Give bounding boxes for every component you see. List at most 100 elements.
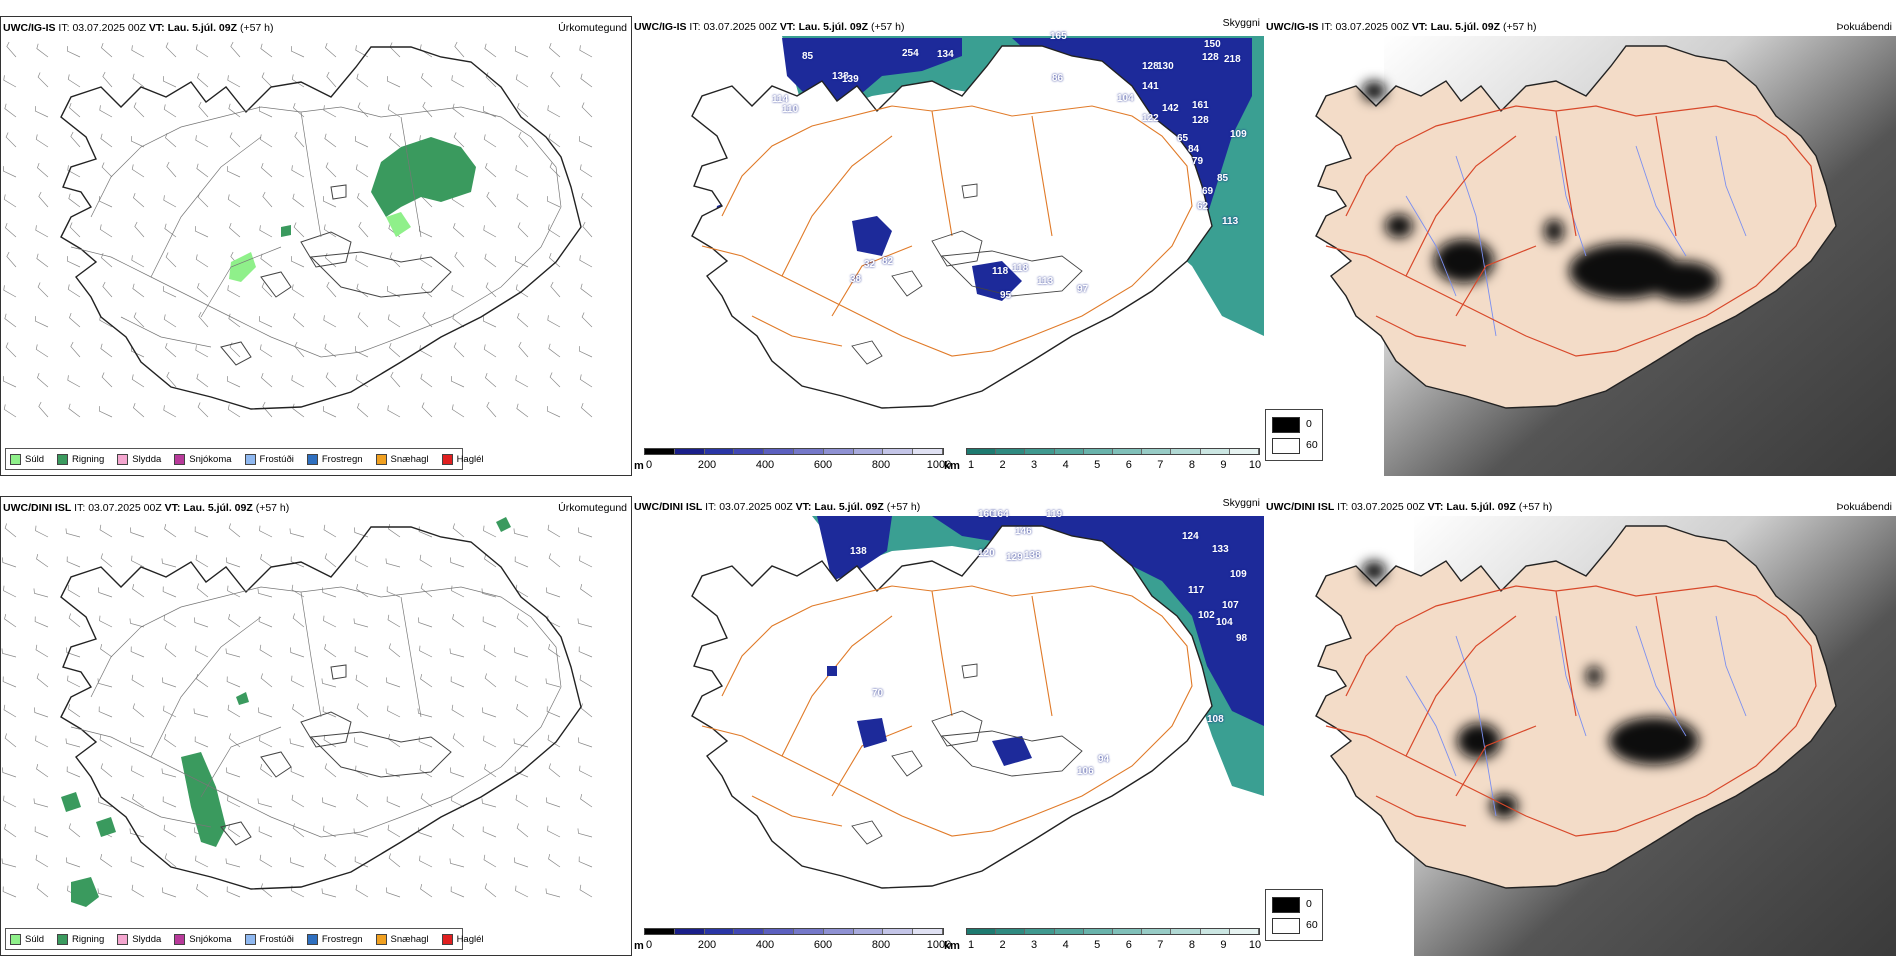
wind-barb [577,828,593,838]
wind-barb [326,281,337,298]
legend-label: Frostregn [321,933,363,945]
wind-barb [451,404,465,418]
wind-barb [129,828,145,838]
colorbar-segment [853,929,884,934]
wind-barb [65,738,81,748]
rain-area [181,752,226,847]
wind-barb [546,587,561,598]
wind-barb [227,194,241,208]
wind-barb [5,222,17,238]
wind-barb [579,765,593,778]
wind-barb [101,372,113,388]
wind-barb [66,647,81,658]
legend-item-3: Snjókoma [174,933,232,945]
wind-barb [195,254,209,268]
colorbar-tick-label: 2 [999,459,1006,471]
wind-barb [100,343,113,358]
wind-barb [485,372,497,388]
wind-barb [3,795,17,808]
wind-barb [262,191,273,208]
colorbar-segment [1229,929,1260,934]
wind-barb [258,707,273,718]
wind-barb [133,312,145,328]
wind-barb [354,136,369,148]
wind-barb [451,795,465,808]
precip-type-legend: Súld Rigning Slydda Snjókoma Frostúði Frostre… [5,928,484,950]
legend-swatch [375,453,387,465]
colorbar-segment [674,449,705,454]
cloud-base-label: 133 [1212,544,1229,555]
wind-barb [99,734,113,748]
wind-barb [484,883,497,898]
visibility-map [691,36,1264,409]
colorbar-tick-label: 9 [1220,459,1227,471]
visibility-colorbar: km 1 2 3 4 5 6 7 8 9 10 [944,448,1262,472]
colorbar-segment [913,449,943,454]
legend-swatch [306,933,318,945]
cloud-base-label: 128 [1202,52,1219,63]
wind-barb [579,255,593,268]
colorbar-segment [1025,449,1055,454]
wind-barb [389,252,401,268]
legend-label: Frostúði [259,933,294,945]
wind-barb [130,346,145,358]
visibility-panel-row1: UWC/IG-IS IT: 03.07.2025 00Z VT: Lau. 5.… [632,16,1264,476]
colorbar-tick-label: 7 [1157,459,1164,471]
wind-barb [452,614,465,628]
wind-barb [33,798,49,808]
colorbar-tick-label: 5 [1094,459,1101,471]
legend-item-6: Snæhagl [375,453,429,465]
legend-label: Súld [25,933,45,945]
wind-barb [133,402,145,418]
wind-barb [2,676,17,688]
wind-barb [354,646,369,658]
wind-barb [196,163,209,178]
wind-barb [196,373,209,388]
colorbar-segment [645,929,675,934]
wind-barb [485,162,497,178]
fog-patches [1362,561,1699,818]
colorbar-segment [823,449,854,454]
wind-barb [258,616,273,628]
wind-barb [228,614,241,628]
wind-barb [515,74,529,88]
wind-barb [580,703,593,718]
colorbar-segment [1229,449,1260,454]
colorbar-segment [1113,929,1143,934]
colorbar-tick-label: 5 [1094,939,1101,951]
wind-barb [322,706,337,718]
wind-barb [36,673,49,688]
cloud-base-label: 139 [842,74,859,85]
wind-barb [418,736,433,748]
wind-barb [422,101,433,118]
wind-barb [420,884,433,898]
wind-barb [581,102,593,118]
colorbar-tick-label: 10 [1248,459,1262,471]
wind-barb [517,102,529,118]
wind-barb [226,376,241,388]
wind-barb [356,584,369,598]
wind-barb [356,73,369,88]
wind-barb [69,102,81,118]
wind-barb [257,588,273,598]
wind-barb [387,824,401,838]
legend-label: Snæhagl [390,453,429,465]
wind-barb [261,282,273,298]
wind-barb [130,527,145,538]
wind-barb [324,343,337,358]
wind-barb [291,284,305,298]
wind-barb [130,136,145,148]
colorbar-segment [1054,929,1084,934]
interior-cloud-blob [852,216,1022,301]
legend-item-3: Snjókoma [174,453,232,465]
wind-barb [67,74,81,88]
wind-barb [163,824,177,838]
cloud-base-label: 70 [872,688,884,699]
colorbar-segment [883,449,914,454]
wind-barb [578,527,593,538]
wind-barb [293,102,305,118]
wind-barb [66,46,81,58]
wind-barb [194,736,209,748]
wind-barb [452,523,465,538]
iceland-land [691,525,1213,889]
